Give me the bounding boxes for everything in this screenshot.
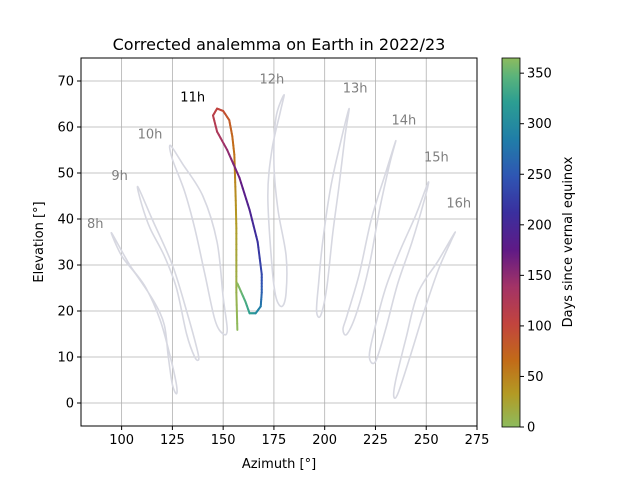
hour-labels: 8h 9h 10h 11h 12h 13h 14h 15h 16h bbox=[87, 72, 471, 232]
x-tick-label: 200 bbox=[312, 433, 337, 448]
y-tick-label: 50 bbox=[57, 167, 74, 182]
analemma-10h bbox=[168, 144, 229, 336]
y-axis-ticks: 0 10 20 30 40 50 60 70 bbox=[57, 75, 81, 412]
analemma-curves bbox=[110, 93, 457, 400]
hour-label-10h: 10h bbox=[138, 128, 163, 143]
analemma-11h-segment bbox=[236, 282, 240, 286]
grid bbox=[81, 58, 478, 426]
y-axis-label: Elevation [°] bbox=[32, 201, 47, 282]
hour-label-13h: 13h bbox=[343, 82, 368, 97]
colorbar-tick-label: 100 bbox=[527, 319, 552, 334]
y-tick-label: 20 bbox=[57, 305, 74, 320]
x-tick-label: 100 bbox=[109, 433, 134, 448]
y-tick-label: 10 bbox=[57, 351, 74, 366]
y-tick-label: 30 bbox=[57, 259, 74, 274]
y-tick-label: 40 bbox=[57, 213, 74, 228]
hour-label-8h: 8h bbox=[87, 217, 104, 232]
analemma-8h bbox=[110, 231, 178, 395]
colorbar-tick-label: 250 bbox=[527, 168, 552, 183]
hour-label-9h: 9h bbox=[111, 169, 128, 184]
hour-label-11h: 11h bbox=[180, 91, 205, 106]
analemma-13h bbox=[315, 107, 350, 319]
chart-title: Corrected analemma on Earth in 2022/23 bbox=[113, 35, 446, 54]
plot-frame bbox=[80, 57, 478, 427]
colorbar-tick-label: 350 bbox=[527, 67, 552, 82]
analemma-9h bbox=[136, 185, 200, 362]
colorbar-ticks: 0 50 100 150 200 250 300 350 bbox=[520, 67, 552, 436]
highlight-analemma bbox=[212, 107, 263, 331]
x-tick-label: 250 bbox=[414, 433, 439, 448]
hour-label-14h: 14h bbox=[392, 114, 417, 129]
analemma-16h bbox=[392, 231, 457, 400]
colorbar bbox=[501, 57, 521, 428]
hour-label-16h: 16h bbox=[446, 197, 471, 212]
hour-label-15h: 15h bbox=[424, 151, 449, 166]
colorbar-tick-label: 150 bbox=[527, 269, 552, 284]
x-tick-label: 225 bbox=[363, 433, 388, 448]
colorbar-tick-label: 0 bbox=[527, 421, 535, 436]
colorbar-tick-label: 300 bbox=[527, 117, 552, 132]
colorbar-tick-label: 50 bbox=[527, 370, 544, 385]
x-axis-label: Azimuth [°] bbox=[242, 457, 316, 472]
y-tick-label: 0 bbox=[66, 397, 74, 412]
hour-label-12h: 12h bbox=[260, 72, 285, 87]
x-tick-label: 275 bbox=[465, 433, 490, 448]
x-tick-label: 150 bbox=[211, 433, 236, 448]
x-tick-label: 175 bbox=[262, 433, 287, 448]
y-tick-label: 70 bbox=[57, 75, 74, 90]
analemma-15h bbox=[368, 181, 430, 365]
analemma-14h bbox=[342, 139, 397, 336]
x-tick-label: 125 bbox=[160, 433, 185, 448]
y-tick-label: 60 bbox=[57, 121, 74, 136]
x-axis-ticks: 100 125 150 175 200 225 250 275 bbox=[109, 426, 489, 448]
analemma-12h bbox=[267, 93, 288, 308]
colorbar-label: Days since vernal equinox bbox=[561, 156, 576, 327]
colorbar-tick-label: 200 bbox=[527, 218, 552, 233]
